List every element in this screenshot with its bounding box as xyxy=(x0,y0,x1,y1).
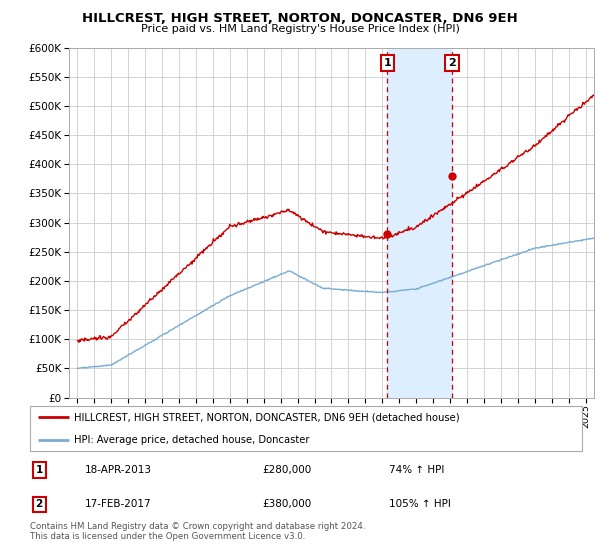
Text: HPI: Average price, detached house, Doncaster: HPI: Average price, detached house, Donc… xyxy=(74,435,310,445)
Text: HILLCREST, HIGH STREET, NORTON, DONCASTER, DN6 9EH (detached house): HILLCREST, HIGH STREET, NORTON, DONCASTE… xyxy=(74,412,460,422)
Text: £280,000: £280,000 xyxy=(262,465,311,475)
Text: 1: 1 xyxy=(383,58,391,68)
Text: 18-APR-2013: 18-APR-2013 xyxy=(85,465,152,475)
Text: 1: 1 xyxy=(35,465,43,475)
Text: 105% ↑ HPI: 105% ↑ HPI xyxy=(389,500,451,510)
Text: Contains HM Land Registry data © Crown copyright and database right 2024.
This d: Contains HM Land Registry data © Crown c… xyxy=(30,522,365,542)
FancyBboxPatch shape xyxy=(30,406,582,451)
Text: Price paid vs. HM Land Registry's House Price Index (HPI): Price paid vs. HM Land Registry's House … xyxy=(140,24,460,34)
Text: 74% ↑ HPI: 74% ↑ HPI xyxy=(389,465,444,475)
Text: 2: 2 xyxy=(448,58,456,68)
Text: 2: 2 xyxy=(35,500,43,510)
Text: HILLCREST, HIGH STREET, NORTON, DONCASTER, DN6 9EH: HILLCREST, HIGH STREET, NORTON, DONCASTE… xyxy=(82,12,518,25)
Text: £380,000: £380,000 xyxy=(262,500,311,510)
Bar xyxy=(388,48,452,398)
Text: 17-FEB-2017: 17-FEB-2017 xyxy=(85,500,152,510)
